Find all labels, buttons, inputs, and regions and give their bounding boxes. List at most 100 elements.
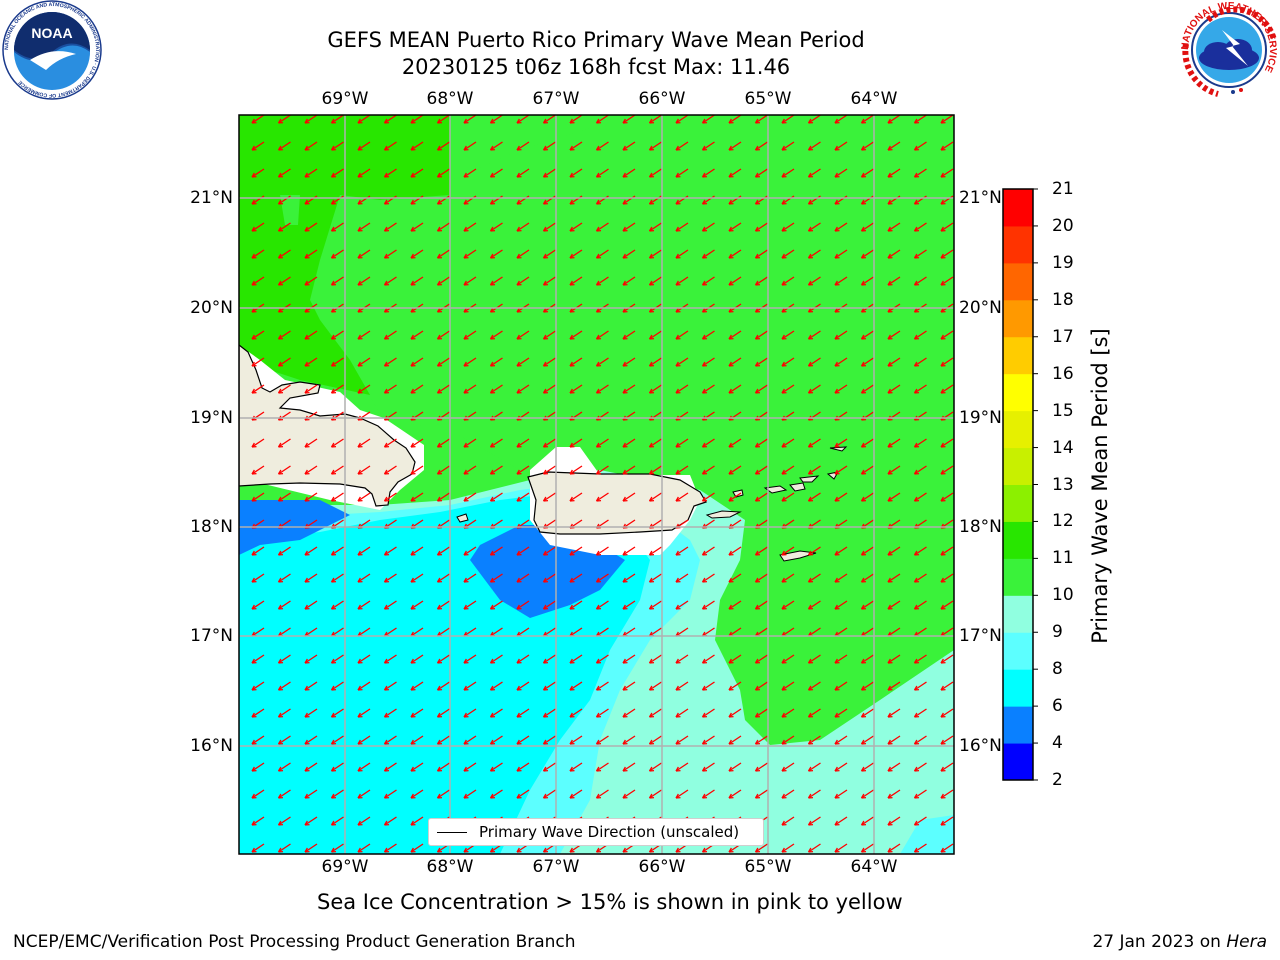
wave-arrow-head [569,199,575,205]
wave-arrow-head [648,145,655,151]
wave-arrow [755,573,768,583]
wave-arrow-head [251,793,257,799]
wave-arrow [649,735,662,745]
wave-arrow [304,222,318,232]
wave-arrow [384,681,397,691]
branch-credit: NCEP/EMC/Verification Post Processing Pr… [13,932,576,952]
wave-arrow [543,708,556,718]
wave-arrow-head [277,685,284,691]
wave-arrow [357,600,371,610]
wave-arrow-head [542,847,549,853]
wave-arrow-head [436,712,443,718]
wave-arrow-head [781,658,787,664]
wave-arrow-head [304,172,310,178]
wave-arrow [887,465,901,475]
wave-arrow-head [834,847,840,853]
wave-arrow [304,384,318,394]
wave-arrow [410,384,424,394]
wave-arrow [914,654,927,664]
wave-arrow [463,492,477,502]
wave-arrow [463,681,477,691]
wave-arrow-head [569,442,575,448]
wave-arrow [543,438,556,448]
chart-subtitle: 20230125 t06z 168h fcst Max: 11.46 [401,55,791,79]
wave-arrow [304,492,318,502]
wave-arrow [410,276,424,286]
wave-arrow [940,168,954,178]
wave-arrow [861,465,874,475]
colorbar-tick-label: 16 [1052,363,1074,384]
wave-arrow [675,465,689,475]
wave-arrow-head [569,496,575,502]
wave-arrow [622,249,636,259]
wave-arrow-head [304,469,310,475]
wave-arrow [278,627,291,637]
wave-arrow-head [675,604,681,610]
wave-arrow-head [410,847,416,853]
wave-arrow [278,115,291,124]
wave-arrow-head [463,199,469,205]
wave-arrow-head [754,118,761,124]
wave-arrow-head [701,739,708,745]
wave-arrow-head [357,145,363,151]
wave-arrow [543,249,556,259]
wave-arrow-head [860,766,867,772]
wave-arrow [649,600,662,610]
wave-arrow [490,384,503,394]
wave-arrow [861,681,874,691]
wave-arrow [596,708,609,718]
date-credit: 27 Jan 2023 on Hera [1092,932,1267,952]
wave-arrow-head [516,847,522,853]
wave-arrow [304,115,318,124]
wave-arrow-head [913,145,920,151]
wave-arrow [384,357,397,367]
wave-arrow-head [304,361,310,367]
wave-arrow-head [569,172,575,178]
wave-arrow-head [860,145,867,151]
wave-arrow [357,168,371,178]
wave-arrow-head [807,847,814,853]
wave-arrow [331,141,344,151]
wave-arrow-head [304,280,310,286]
wave-arrow-head [648,577,655,583]
wave-arrow [940,384,954,394]
wave-arrow [490,681,503,691]
wave-arrow [357,789,371,799]
wave-arrow-head [781,361,787,367]
wave-arrow-head [595,712,602,718]
wave-arrow [437,330,450,340]
wave-arrow [887,276,901,286]
wave-arrow [940,115,954,124]
wave-arrow [516,249,530,259]
wave-arrow-head [357,577,363,583]
wave-arrow [543,357,556,367]
wave-arrow-head [251,226,257,232]
wave-arrow [410,438,424,448]
wave-arrow-head [542,793,549,799]
wave-arrow [463,762,477,772]
wave-arrow [940,681,954,691]
wave-arrow [675,600,689,610]
wave-arrow-head [304,820,310,826]
wave-arrow-head [754,739,761,745]
wave-arrow-head [383,820,390,826]
wave-arrow [357,384,371,394]
wave-arrow [834,384,848,394]
wave-arrow [914,168,927,178]
wave-arrow [251,357,265,367]
wave-arrow-head [940,793,946,799]
wave-arrow [887,141,901,151]
wave-arrow [834,816,848,826]
wave-arrow [463,141,477,151]
wave-arrow [702,141,715,151]
wave-arrow-head [860,793,867,799]
wave-arrow-head [357,253,363,259]
wave-arrow-head [489,847,496,853]
wave-arrow [702,573,715,583]
wave-arrow [331,546,344,556]
wave-arrow-head [648,712,655,718]
wave-arrow [861,141,874,151]
wave-arrow-head [383,496,390,502]
wave-arrow [702,276,715,286]
wave-arrow-head [489,604,496,610]
